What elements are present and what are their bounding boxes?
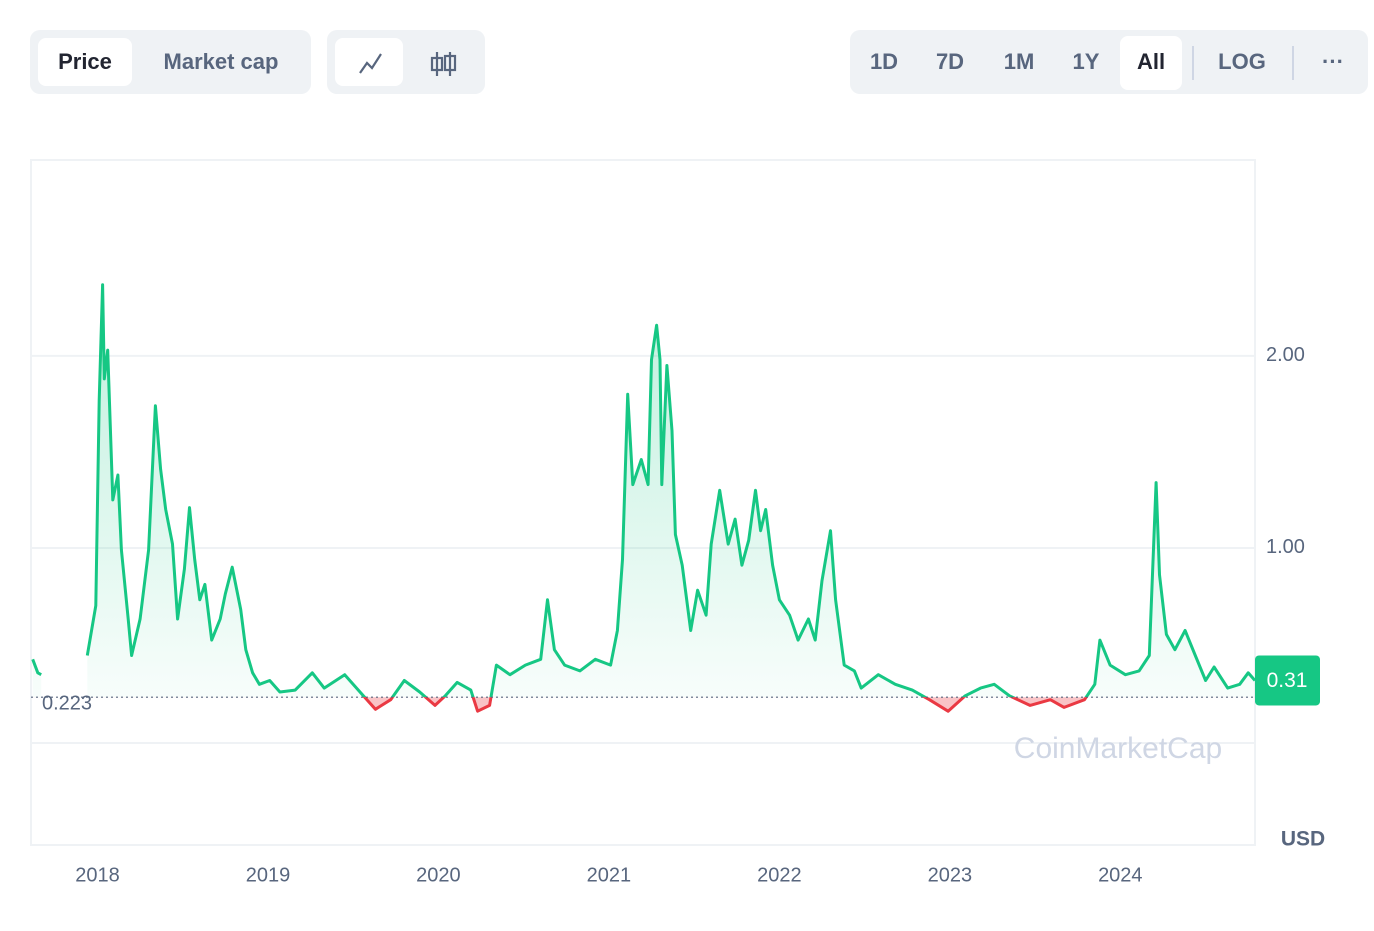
- x-tick-label: 2021: [587, 864, 632, 886]
- x-tick-label: 2018: [75, 864, 120, 886]
- baseline-label: 0.223: [42, 692, 92, 714]
- market-cap-button[interactable]: Market cap: [164, 49, 279, 74]
- range-button[interactable]: 1M: [1004, 49, 1035, 74]
- x-tick-label: 2023: [928, 864, 973, 886]
- watermark: CoinMarketCap: [1014, 732, 1222, 765]
- unit-label: USD: [1281, 828, 1325, 851]
- x-tick-label: 2020: [416, 864, 461, 886]
- price-line-down: [362, 697, 1088, 713]
- candle-icon[interactable]: [430, 52, 457, 76]
- price-line-up: [31, 658, 42, 677]
- x-tick-label: 2019: [246, 864, 291, 886]
- price-area-up: [87, 284, 1255, 698]
- range-button[interactable]: 7D: [936, 49, 964, 74]
- last-price-label: 0.31: [1267, 669, 1308, 692]
- y-tick-label: 2.00: [1266, 344, 1305, 366]
- x-tick-label: 2022: [757, 864, 802, 886]
- x-tick-label: 2024: [1098, 864, 1143, 886]
- metric-toggle: Price Market cap: [30, 30, 311, 94]
- price-button[interactable]: Price: [58, 49, 112, 74]
- price-line-up: [85, 283, 1255, 698]
- last-price-tag: [1255, 655, 1320, 706]
- plot-frame: [30, 159, 1256, 846]
- chart-type-toggle: [327, 30, 485, 94]
- price-area-down: [364, 697, 1087, 712]
- range-toggle: 1D 7D 1M 1Y All LOG ···: [850, 30, 1368, 94]
- range-button[interactable]: 1D: [870, 49, 898, 74]
- range-button[interactable]: 1Y: [1073, 49, 1100, 74]
- line-chart-button[interactable]: [335, 38, 403, 86]
- log-button[interactable]: LOG: [1218, 49, 1266, 74]
- line-icon: [359, 53, 382, 74]
- range-button[interactable]: All: [1137, 49, 1165, 74]
- y-tick-label: 1.00: [1266, 536, 1305, 558]
- more-button[interactable]: ···: [1322, 49, 1344, 74]
